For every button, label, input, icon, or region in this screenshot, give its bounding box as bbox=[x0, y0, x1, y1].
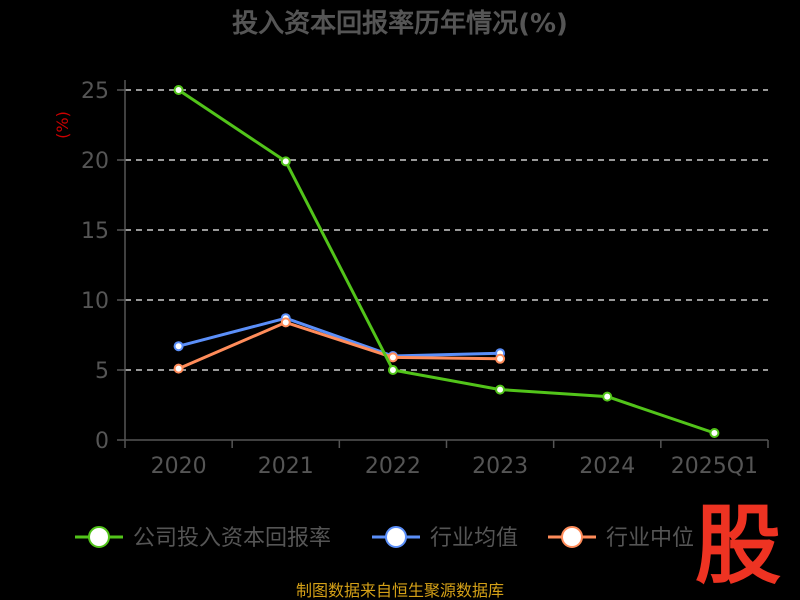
data-point bbox=[173, 363, 184, 374]
y-tick-label: 25 bbox=[81, 79, 109, 104]
y-tick-label: 20 bbox=[81, 149, 109, 174]
axes: 0 5 10 15 20 25 2020 2021 2022 2023 2024 2025Q1 bbox=[81, 79, 769, 479]
legend-label: 公司投入资本回报率 bbox=[133, 526, 331, 551]
data-point bbox=[495, 353, 506, 364]
series-line bbox=[178, 316, 501, 358]
y-tick-label: 15 bbox=[81, 219, 109, 244]
y-tick-label: 5 bbox=[95, 359, 109, 384]
data-point bbox=[495, 384, 506, 395]
data-point bbox=[709, 428, 720, 438]
legend-label: 行业中位 bbox=[606, 526, 694, 551]
x-tick-label: 2025Q1 bbox=[671, 454, 758, 479]
source-note: 制图数据来自恒生聚源数据库 bbox=[296, 581, 504, 600]
x-tick-label: 2021 bbox=[258, 454, 314, 479]
logo-stamp: 股 bbox=[695, 496, 781, 596]
data-point bbox=[173, 341, 184, 352]
x-tick-label: 2023 bbox=[472, 454, 528, 479]
legend-item[interactable]: 行业均值 bbox=[372, 526, 518, 551]
legend-swatch-marker bbox=[385, 526, 407, 548]
y-tick-label: 10 bbox=[81, 289, 109, 314]
x-tick-label: 2024 bbox=[579, 454, 635, 479]
x-tick-label: 2022 bbox=[365, 454, 421, 479]
legend-label: 行业均值 bbox=[430, 526, 518, 551]
data-point bbox=[173, 85, 184, 95]
series-line bbox=[177, 320, 501, 370]
legend-item[interactable]: 公司投入资本回报率 bbox=[75, 526, 331, 551]
data-point bbox=[387, 365, 398, 375]
data-point bbox=[602, 391, 613, 402]
series-line bbox=[177, 88, 715, 435]
legend-swatch-marker bbox=[561, 526, 583, 548]
y-axis-label: (%) bbox=[53, 111, 72, 139]
legend-swatch-marker bbox=[88, 526, 110, 548]
legend[interactable]: 公司投入资本回报率 行业均值 行业中位 bbox=[75, 526, 694, 551]
grid-lines bbox=[125, 89, 768, 371]
chart-title: 投入资本回报率历年情况(%) bbox=[232, 8, 568, 39]
data-point bbox=[280, 317, 291, 328]
data-point bbox=[387, 352, 398, 363]
legend-item[interactable]: 行业中位 bbox=[548, 526, 694, 551]
x-tick-label: 2020 bbox=[151, 454, 207, 479]
y-tick-label: 0 bbox=[95, 429, 109, 454]
data-point bbox=[280, 156, 291, 167]
series-group bbox=[173, 85, 720, 438]
